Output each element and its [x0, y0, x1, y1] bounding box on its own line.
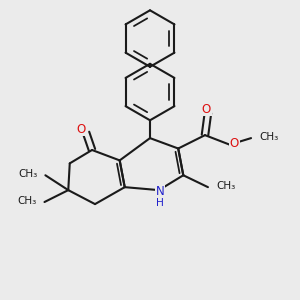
Text: O: O [230, 137, 239, 150]
Text: O: O [202, 103, 211, 116]
Text: N: N [156, 185, 165, 198]
Text: CH₃: CH₃ [216, 181, 236, 191]
Text: CH₃: CH₃ [260, 132, 279, 142]
Text: CH₃: CH₃ [18, 196, 37, 206]
Text: CH₃: CH₃ [19, 169, 38, 179]
Text: H: H [157, 198, 164, 208]
Text: O: O [76, 123, 86, 136]
